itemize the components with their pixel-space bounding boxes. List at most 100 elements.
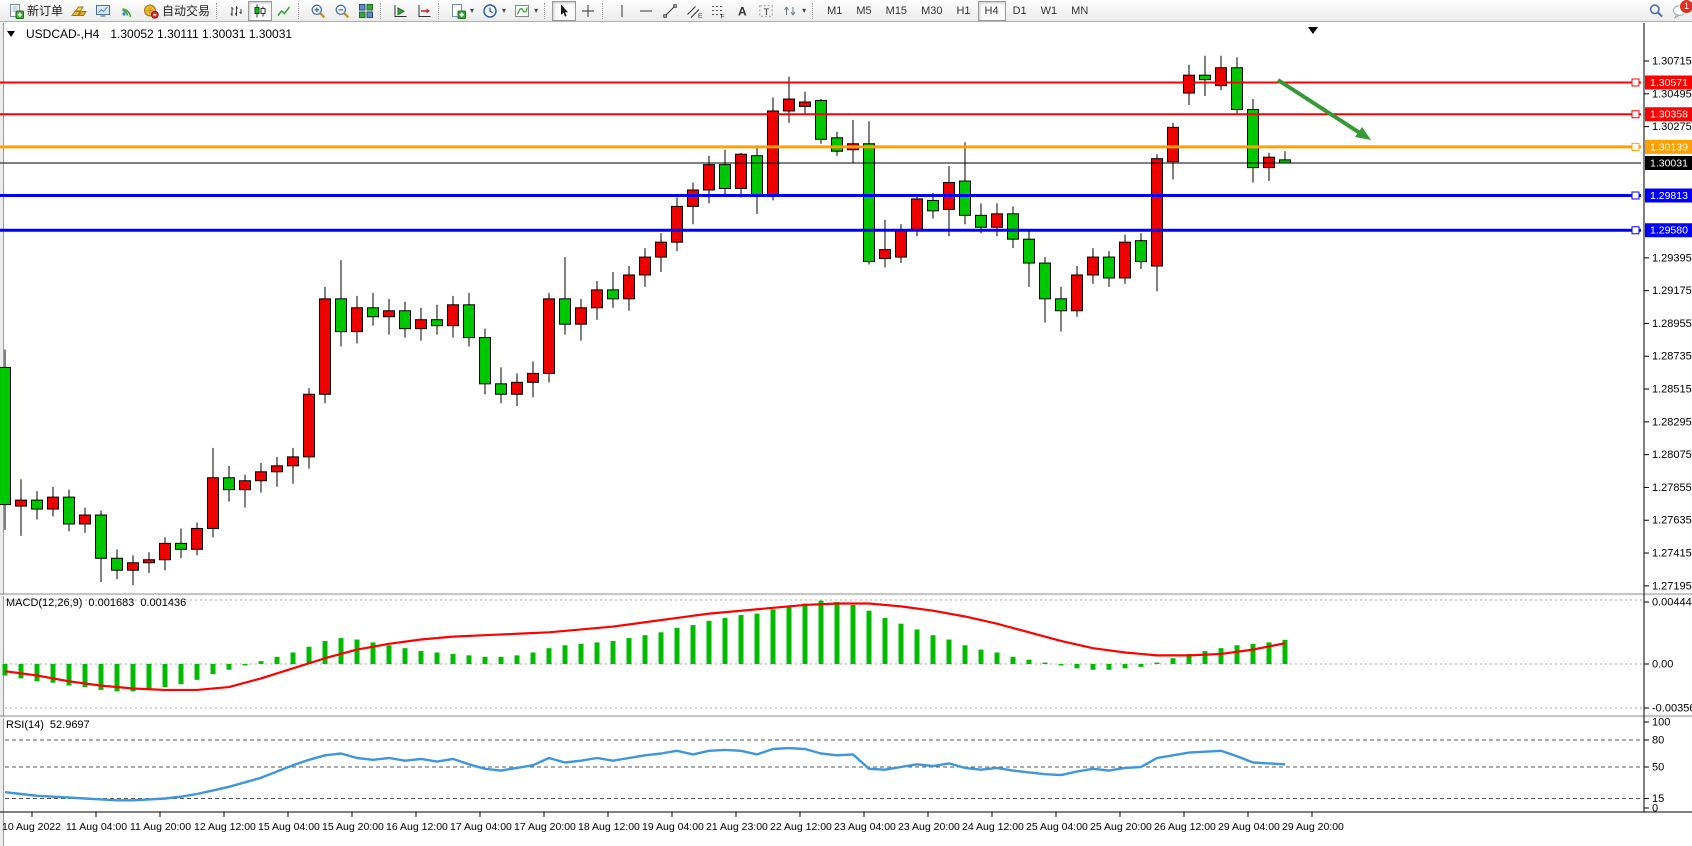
candle-body	[975, 214, 987, 228]
crosshair-button[interactable]	[576, 1, 600, 21]
candle-body	[447, 304, 459, 327]
timeframe-mn-button-label: MN	[1071, 4, 1089, 17]
fibonacci-button[interactable]: F	[706, 1, 730, 21]
timeframe-h4-button-label: H4	[984, 4, 999, 17]
macd-histogram-bar	[690, 625, 696, 664]
bar-chart-button[interactable]	[224, 1, 248, 21]
time-axis-label: 23 Aug 20:00	[898, 821, 960, 833]
timeframe-h1-button[interactable]: H1	[949, 1, 977, 21]
price-tag[interactable]	[1645, 107, 1692, 122]
level-line-anchor[interactable]	[1631, 191, 1640, 200]
candle-body	[911, 198, 923, 231]
price-tag[interactable]	[1645, 188, 1692, 203]
zoom-in-button[interactable]	[306, 1, 330, 21]
indicators-button[interactable]: ▾	[510, 1, 542, 21]
price-tag[interactable]	[1645, 156, 1692, 170]
line-chart-button[interactable]	[272, 1, 296, 21]
new-template-button[interactable]: ▾	[446, 1, 478, 21]
candle-body	[1071, 274, 1083, 312]
periods-button[interactable]: ▾	[478, 1, 510, 21]
timeframe-m5-button[interactable]: M5	[849, 1, 878, 21]
candle-body	[191, 527, 203, 550]
trend-arrow-head[interactable]	[1355, 127, 1371, 140]
macd-histogram-bar	[434, 652, 440, 664]
macd-axis-label: 0.00	[1652, 659, 1673, 671]
tile-windows-button[interactable]	[354, 1, 378, 21]
level-line-anchor[interactable]	[1631, 142, 1640, 151]
candle-body	[399, 310, 411, 330]
price-tag[interactable]	[1645, 139, 1692, 154]
time-axis-label: 29 Aug 04:00	[1218, 821, 1280, 833]
macd-histogram-bar	[82, 664, 88, 688]
macd-histogram-bar	[1138, 664, 1144, 667]
macd-histogram-bar	[994, 652, 1000, 664]
macd-histogram-bar	[914, 629, 920, 664]
dropdown-arrow-icon[interactable]: ▾	[534, 6, 539, 15]
candle-body	[559, 298, 571, 325]
level-line-anchor[interactable]	[1631, 110, 1640, 119]
auto-scroll-button[interactable]	[388, 1, 412, 21]
candle-body	[687, 189, 699, 207]
deposit-gold-button[interactable]	[67, 1, 91, 21]
channel-icon: E	[686, 3, 702, 19]
macd-histogram-bar	[1170, 658, 1176, 664]
macd-histogram-bar	[1218, 648, 1224, 664]
macd-histogram-bar	[146, 664, 152, 690]
timeframe-h4-button[interactable]: H4	[977, 0, 1006, 21]
timeframe-mn-button[interactable]: MN	[1064, 1, 1095, 21]
timeframe-d1-button[interactable]: D1	[1006, 1, 1034, 21]
chart-ohlc-quotes: 1.30052 1.30111 1.30031 1.30031	[110, 27, 293, 41]
timeframe-m30-button[interactable]: M30	[914, 1, 949, 21]
cursor-icon	[556, 3, 572, 19]
market-watch-button[interactable]	[91, 1, 115, 21]
dropdown-arrow-icon[interactable]: ▾	[470, 6, 475, 15]
time-axis-label: 29 Aug 20:00	[1282, 821, 1344, 833]
trendline-button[interactable]	[658, 1, 682, 21]
text-button[interactable]: A	[730, 1, 754, 21]
signals-button[interactable]	[115, 1, 139, 21]
horizontal-line-button[interactable]	[634, 1, 658, 21]
macd-histogram-bar	[1106, 664, 1112, 670]
new-order-button[interactable]: 新订单	[4, 1, 67, 21]
zoom-out-button[interactable]	[330, 1, 354, 21]
macd-histogram-bar	[882, 617, 888, 664]
text-label-button[interactable]: T	[754, 1, 778, 21]
candlestick-chart-button[interactable]	[248, 0, 273, 21]
level-line-anchor[interactable]	[1631, 78, 1640, 87]
rsi-axis-label: 100	[1652, 717, 1670, 729]
timeframe-w1-button[interactable]: W1	[1034, 1, 1065, 21]
dropdown-arrow-icon[interactable]: ▾	[502, 6, 507, 15]
symbol-dropdown-icon[interactable]	[7, 31, 15, 37]
gold-icon	[71, 3, 87, 19]
price-tag[interactable]	[1645, 75, 1692, 90]
rsi-value: 52.9697	[49, 719, 90, 731]
autotrade-button[interactable]: 自动交易	[139, 1, 214, 21]
chart-shift-button[interactable]	[412, 1, 436, 21]
equidistant-channel-button[interactable]: E	[682, 1, 706, 21]
macd-axis-label: -0.003566	[1652, 703, 1692, 715]
macd-histogram-bar	[98, 664, 104, 690]
trend-arrow-line[interactable]	[1276, 78, 1365, 137]
search-button[interactable]	[1644, 1, 1668, 21]
candle-body	[95, 514, 107, 559]
price-axis-label: 1.30495	[1652, 88, 1692, 100]
candle-body	[1151, 158, 1163, 267]
arrows-shapes-button[interactable]: ▾	[778, 1, 810, 21]
candle-body	[703, 164, 715, 191]
vertical-line-button[interactable]	[610, 1, 634, 21]
cursor-button[interactable]	[552, 0, 577, 21]
candle-body	[207, 477, 219, 529]
timeframe-m15-button[interactable]: M15	[879, 1, 914, 21]
price-axis-label: 1.30715	[1652, 56, 1692, 68]
macd-histogram-bar	[642, 635, 648, 664]
dropdown-arrow-icon[interactable]: ▾	[802, 6, 807, 15]
macd-histogram-bar	[130, 664, 136, 692]
macd-histogram-bar	[482, 656, 488, 664]
timeframe-m1-button[interactable]: M1	[820, 1, 849, 21]
chat-button[interactable]: 1	[1668, 0, 1692, 21]
price-axis-label: 1.28515	[1652, 384, 1692, 396]
neworder-icon	[8, 3, 24, 19]
level-line-anchor[interactable]	[1631, 226, 1640, 235]
price-tag[interactable]	[1645, 223, 1692, 238]
